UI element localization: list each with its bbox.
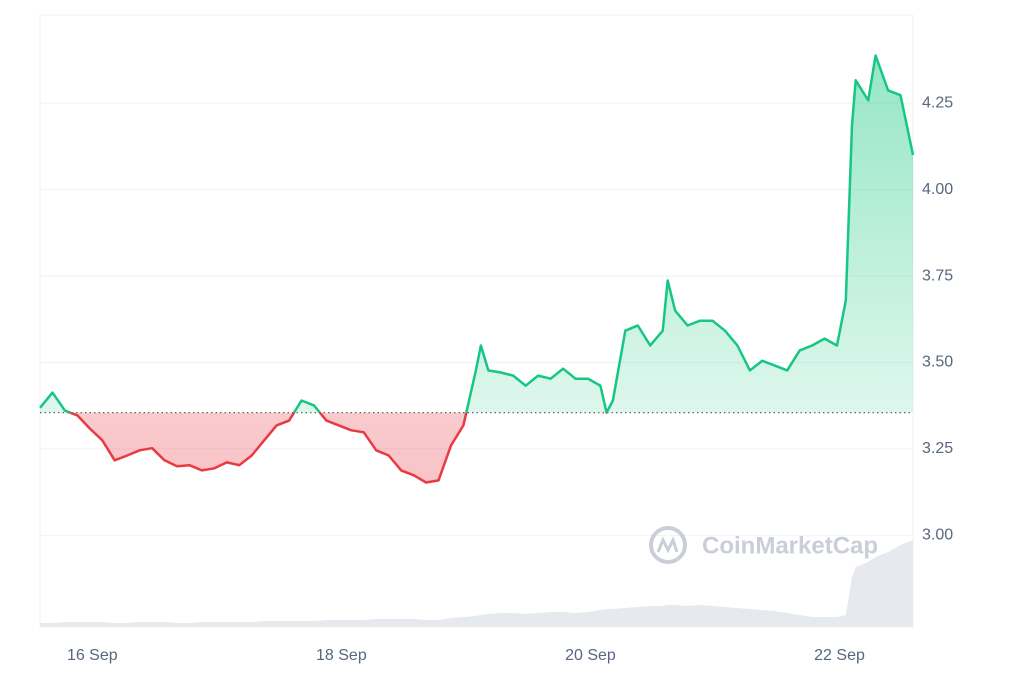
y-tick-label: 3.00 <box>922 527 953 544</box>
watermark-logo-mark <box>656 536 679 554</box>
price-line-up <box>39 54 915 413</box>
x-tick-label: 22 Sep <box>814 647 865 664</box>
y-tick-label: 4.00 <box>922 181 953 198</box>
x-tick-label: 16 Sep <box>67 647 118 664</box>
watermark-logo <box>649 526 687 564</box>
watermark-text: CoinMarketCap <box>702 532 878 559</box>
price-line-down <box>66 412 608 484</box>
watermark: CoinMarketCap <box>649 526 878 564</box>
volume-area <box>40 540 913 627</box>
area-down <box>70 412 467 483</box>
x-tick-label: 20 Sep <box>565 647 616 664</box>
x-tick-label: 18 Sep <box>316 647 367 664</box>
y-tick-label: 3.50 <box>922 354 953 371</box>
y-tick-label: 3.25 <box>922 440 953 457</box>
y-tick-label: 3.75 <box>922 267 953 284</box>
y-tick-label: 4.25 <box>922 94 953 111</box>
